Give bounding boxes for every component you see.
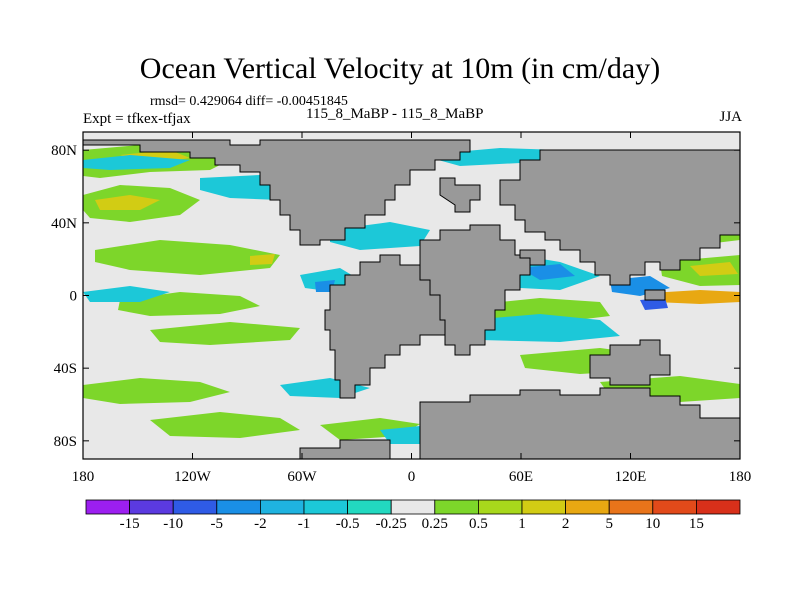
colorbar-label: -5 [210,516,224,532]
colorbar-label: 1 [518,516,526,532]
colorbar-label: -1 [297,516,311,532]
x-tick-label: 0 [408,469,416,485]
colorbar-label: 0.25 [421,516,448,532]
positive-band [118,292,260,316]
y-tick-label: 80N [51,143,77,159]
land-greenland [439,177,481,213]
negative-core [640,298,668,310]
land-islands [644,289,666,301]
colorbar-label: 0.5 [469,516,488,532]
stats-text: rmsd= 0.429064 diff= -0.00451845 [150,94,348,109]
y-tick-label: 40S [54,361,77,377]
colorbar-swatch [259,499,305,515]
land-north-america [83,139,471,246]
negative-core [520,264,575,280]
colorbar-swatch [85,499,130,515]
land-antarctica-peninsula [299,439,391,459]
axis-tick-labels: 180 120W 60W 0 60E 120E 180 80N 40N 0 40S 80S [51,143,751,485]
positive-band [95,240,280,275]
colorbar-swatch [608,499,654,515]
negative-band [470,314,620,342]
colorbar-label: 15 [688,516,704,532]
y-tick-label: 0 [70,289,78,305]
x-tick-label: 60E [509,469,533,485]
negative-band [83,155,190,170]
colorbar-swatch [216,499,261,515]
season-label: JJA [719,109,742,125]
colorbar-label: 2 [561,516,570,532]
y-tick-label: 40N [51,216,77,232]
colorbar-label: -15 [119,516,140,532]
land-eurasia [499,149,740,286]
colorbar-swatch [521,499,566,515]
colorbar-label: -0.25 [375,516,407,532]
negative-band [330,222,430,250]
colorbar-swatch [696,499,741,515]
land-arabia [519,249,546,266]
positive-band [83,378,230,404]
colorbar-label: 5 [605,516,613,532]
x-tick-label: 120W [174,469,212,485]
colorbar-swatch [172,499,218,515]
positive-band [150,412,300,438]
colorbar-swatch [434,499,479,515]
land-masses [83,139,740,459]
colorbar-swatch [652,499,697,515]
land-australia [589,339,671,386]
experiment-label: Expt = tfkex-tfjax [83,111,191,127]
strong-positive-core [650,290,740,304]
x-tick-label: 120E [615,469,647,485]
colorbar-label: -10 [163,516,184,532]
positive-core [250,254,275,265]
x-tick-label: 180 [72,469,95,485]
x-tick-label: 180 [729,469,752,485]
x-tick-label: 60W [287,469,317,485]
negative-band [83,286,170,302]
colorbar-swatch [129,499,174,515]
land-antarctica [419,387,740,459]
colorbar-swatch [347,499,392,515]
positive-band [150,322,300,345]
colorbar-label: -0.5 [335,516,360,532]
colorbar-swatch [477,499,523,515]
colorbar-swatch [565,499,610,515]
land-africa [419,224,531,356]
positive-core [690,262,738,276]
colorbar-swatch [390,499,436,515]
colorbar-label: 10 [645,516,661,532]
colorbar-label: -2 [254,516,267,532]
axis-ticks [82,132,741,459]
colorbar [85,499,741,515]
colorbar-swatch [303,499,348,515]
positive-core [95,195,160,210]
case-label: 115_8_MaBP - 115_8_MaBP [306,106,484,122]
y-tick-label: 80S [54,434,77,450]
map-title: Ocean Vertical Velocity at 10m (in cm/da… [139,52,661,85]
